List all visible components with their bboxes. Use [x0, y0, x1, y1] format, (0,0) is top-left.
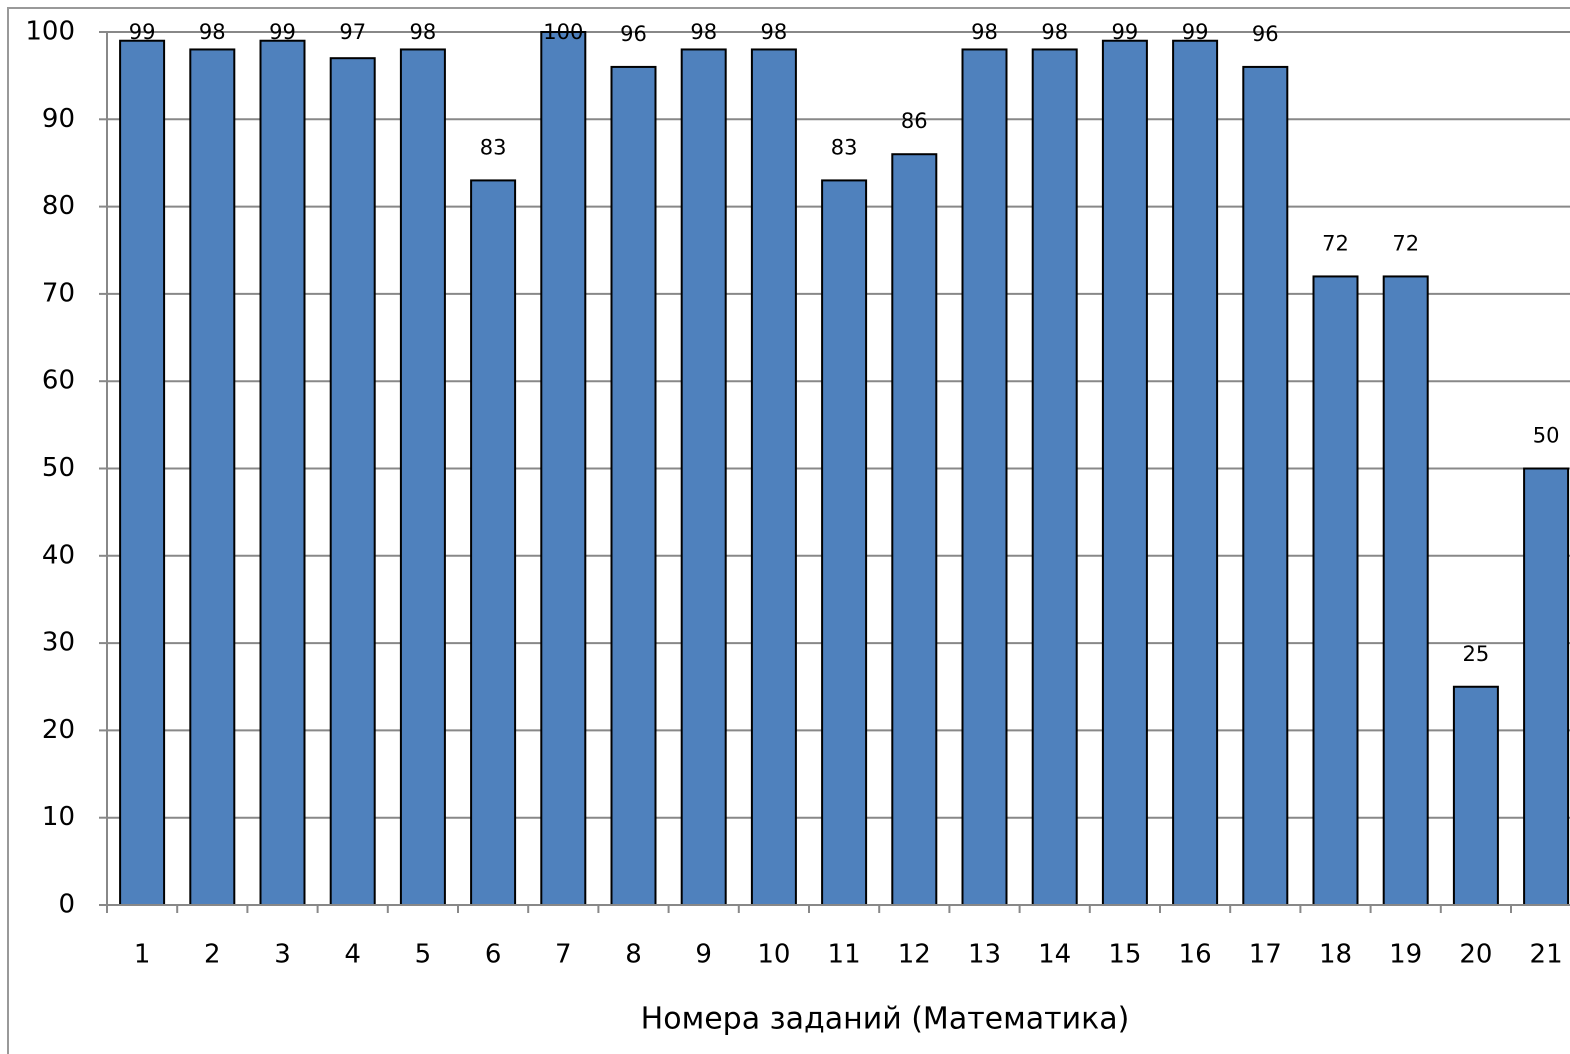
- data-label: 96: [1252, 22, 1279, 46]
- data-label: 99: [269, 20, 296, 44]
- data-label: 86: [901, 109, 928, 133]
- data-label: 98: [410, 20, 437, 44]
- bar: [259, 39, 306, 907]
- data-label: 72: [1392, 231, 1419, 255]
- bar: [1031, 48, 1078, 906]
- x-tick-label: 19: [1389, 940, 1422, 970]
- x-tick-label: 14: [1038, 940, 1071, 970]
- y-tick-label: 70: [42, 278, 75, 308]
- bar: [891, 153, 938, 907]
- data-label: 99: [129, 20, 156, 44]
- bar: [1312, 275, 1359, 906]
- x-tick-label: 6: [485, 940, 502, 970]
- x-tick-label: 15: [1108, 940, 1141, 970]
- data-label: 99: [1182, 20, 1209, 44]
- bar: [821, 179, 868, 907]
- x-tick-label: 18: [1319, 940, 1352, 970]
- x-tick-label: 3: [274, 940, 291, 970]
- x-tick-label: 1: [134, 940, 151, 970]
- x-tick-label: 20: [1459, 940, 1492, 970]
- bar: [610, 65, 657, 907]
- bar: [399, 48, 446, 906]
- bar: [1452, 685, 1499, 906]
- y-tick-label: 60: [42, 366, 75, 396]
- x-tick-label: 13: [968, 940, 1001, 970]
- x-tick-label: 9: [695, 940, 712, 970]
- bar: [1382, 275, 1429, 906]
- y-tick-label: 50: [42, 453, 75, 483]
- data-label: 83: [480, 135, 507, 159]
- data-label: 98: [971, 20, 998, 44]
- x-tick-label: 7: [555, 940, 572, 970]
- data-label: 96: [620, 22, 647, 46]
- x-tick-label: 10: [757, 940, 790, 970]
- x-tick-label: 16: [1179, 940, 1212, 970]
- bar: [1172, 39, 1219, 907]
- x-tick-label: 4: [344, 940, 361, 970]
- data-label: 72: [1322, 231, 1349, 255]
- data-label: 98: [761, 20, 788, 44]
- x-axis-title: Номера заданий (Математика): [641, 1002, 1130, 1037]
- data-label: 100: [543, 20, 583, 44]
- bar: [750, 48, 797, 906]
- data-label: 98: [199, 20, 226, 44]
- y-tick-label: 80: [42, 191, 75, 221]
- y-tick-label: 100: [25, 17, 75, 47]
- y-tick-label: 30: [42, 628, 75, 658]
- data-label: 25: [1463, 642, 1490, 666]
- bar: [680, 48, 727, 906]
- bar: [189, 48, 236, 906]
- data-label: 98: [1041, 20, 1068, 44]
- data-label: 50: [1533, 424, 1560, 448]
- bar: [1101, 39, 1148, 907]
- y-tick-label: 10: [42, 802, 75, 832]
- x-tick-label: 8: [625, 940, 642, 970]
- x-tick-label: 17: [1249, 940, 1282, 970]
- bar: [329, 57, 376, 906]
- data-label: 98: [690, 20, 717, 44]
- y-tick-label: 0: [58, 890, 75, 920]
- bar: [540, 31, 587, 906]
- bar: [961, 48, 1008, 906]
- data-label: 99: [1112, 20, 1139, 44]
- x-tick-label: 2: [204, 940, 221, 970]
- data-label: 97: [339, 20, 366, 44]
- bar: [1242, 65, 1289, 907]
- bar: [1523, 467, 1570, 906]
- x-tick-label: 12: [898, 940, 931, 970]
- x-tick-label: 21: [1530, 940, 1563, 970]
- y-tick-label: 20: [42, 715, 75, 745]
- x-tick-label: 11: [828, 940, 861, 970]
- y-tick-label: 40: [42, 540, 75, 570]
- data-label: 83: [831, 135, 858, 159]
- bar: [119, 39, 166, 907]
- y-tick-label: 90: [42, 104, 75, 134]
- x-tick-label: 5: [415, 940, 432, 970]
- bar: [470, 179, 517, 907]
